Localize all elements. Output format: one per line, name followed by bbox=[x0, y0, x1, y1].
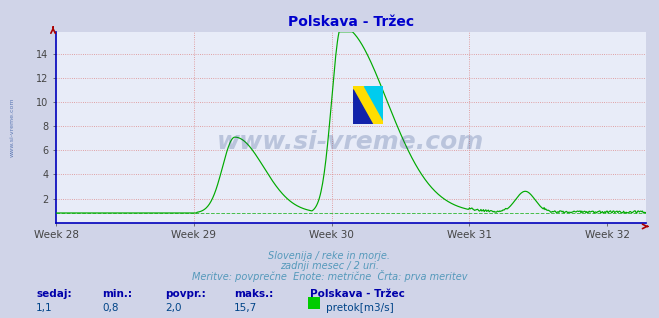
Text: pretok[m3/s]: pretok[m3/s] bbox=[326, 303, 394, 313]
Text: sedaj:: sedaj: bbox=[36, 289, 72, 299]
Text: www.si-vreme.com: www.si-vreme.com bbox=[217, 130, 484, 155]
Text: 15,7: 15,7 bbox=[234, 303, 257, 313]
Text: zadnji mesec / 2 uri.: zadnji mesec / 2 uri. bbox=[280, 261, 379, 271]
Polygon shape bbox=[364, 86, 383, 120]
Text: Slovenija / reke in morje.: Slovenija / reke in morje. bbox=[268, 251, 391, 261]
Text: 2,0: 2,0 bbox=[165, 303, 181, 313]
Text: povpr.:: povpr.: bbox=[165, 289, 206, 299]
Text: 1,1: 1,1 bbox=[36, 303, 53, 313]
Text: Polskava - Tržec: Polskava - Tržec bbox=[310, 289, 405, 299]
Text: 0,8: 0,8 bbox=[102, 303, 119, 313]
Text: Meritve: povprečne  Enote: metrične  Črta: prva meritev: Meritve: povprečne Enote: metrične Črta:… bbox=[192, 270, 467, 282]
Text: min.:: min.: bbox=[102, 289, 132, 299]
Text: maks.:: maks.: bbox=[234, 289, 273, 299]
Text: www.si-vreme.com: www.si-vreme.com bbox=[9, 97, 14, 157]
Title: Polskava - Tržec: Polskava - Tržec bbox=[288, 15, 414, 29]
Polygon shape bbox=[353, 90, 372, 124]
